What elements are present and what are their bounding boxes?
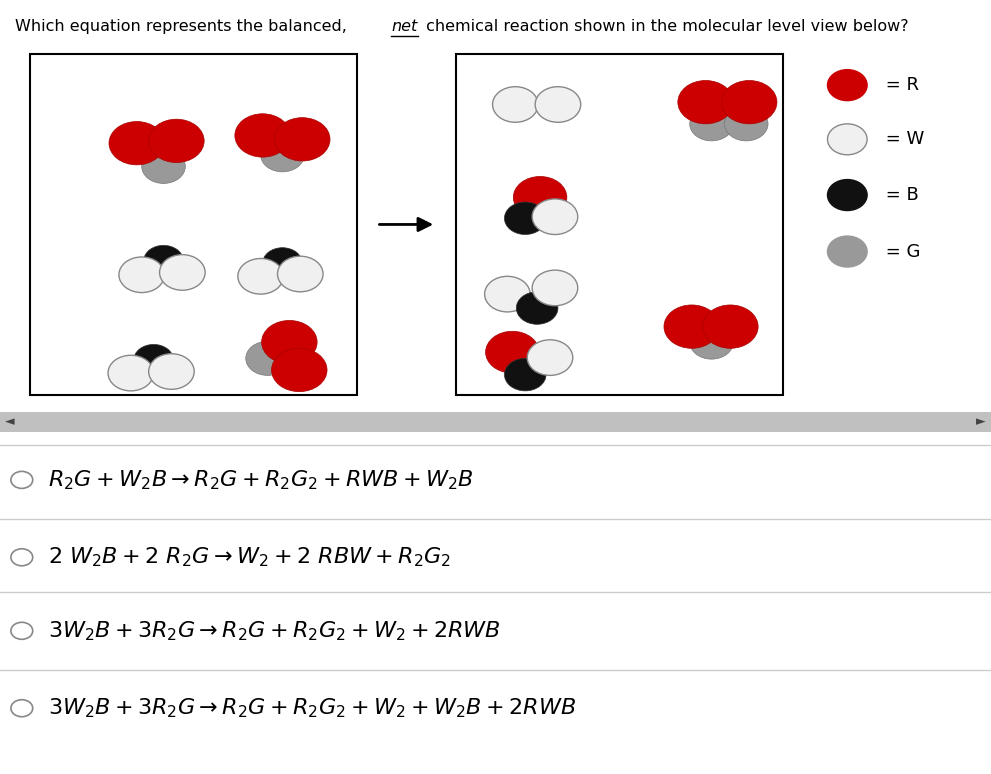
Bar [456, 54, 783, 395]
Circle shape [690, 325, 733, 359]
Circle shape [11, 471, 33, 488]
Circle shape [160, 255, 205, 290]
Circle shape [532, 270, 578, 306]
Bar [0, 412, 991, 432]
Circle shape [486, 331, 539, 373]
Text: = W: = W [880, 130, 925, 149]
Circle shape [11, 622, 33, 639]
Text: = B: = B [880, 186, 919, 204]
Text: = G: = G [880, 242, 921, 261]
Circle shape [262, 320, 317, 364]
Bar [30, 54, 357, 395]
Circle shape [703, 305, 758, 348]
Circle shape [11, 549, 33, 566]
Text: ◄: ◄ [5, 416, 15, 428]
Circle shape [246, 341, 289, 375]
Circle shape [535, 87, 581, 122]
Circle shape [261, 138, 304, 172]
Circle shape [11, 700, 33, 717]
Circle shape [516, 292, 558, 324]
Text: $3W_2B + 3R_2G \rightarrow R_2G + R_2G_2 + W_2 + W_2B + 2RWB$: $3W_2B + 3R_2G \rightarrow R_2G + R_2G_2… [48, 697, 576, 720]
Circle shape [263, 248, 302, 279]
Text: $R_2G + W_2B \rightarrow R_2G + R_2G_2 + RWB + W_2B$: $R_2G + W_2B \rightarrow R_2G + R_2G_2 +… [48, 468, 473, 491]
Circle shape [144, 245, 183, 276]
Circle shape [504, 358, 546, 391]
Circle shape [134, 344, 173, 375]
Circle shape [664, 305, 719, 348]
Circle shape [724, 107, 768, 141]
Circle shape [690, 107, 733, 141]
Circle shape [721, 80, 777, 124]
Circle shape [109, 122, 165, 165]
Circle shape [119, 257, 165, 293]
Circle shape [827, 70, 867, 101]
Text: = R: = R [880, 76, 919, 94]
Circle shape [527, 340, 573, 375]
Circle shape [277, 256, 323, 292]
Circle shape [485, 276, 530, 312]
Text: Which equation represents the balanced,: Which equation represents the balanced, [15, 19, 352, 34]
Text: net: net [391, 19, 417, 34]
Circle shape [827, 180, 867, 211]
Circle shape [235, 114, 290, 157]
Circle shape [827, 236, 867, 267]
Circle shape [275, 118, 330, 161]
Circle shape [142, 149, 185, 183]
Text: ►: ► [976, 416, 986, 428]
Circle shape [149, 354, 194, 389]
Circle shape [678, 80, 733, 124]
Circle shape [504, 202, 546, 235]
Text: $2\ W_2B + 2\ R_2G \rightarrow W_2 + 2\ RBW + R_2G_2$: $2\ W_2B + 2\ R_2G \rightarrow W_2 + 2\ … [48, 546, 451, 569]
Circle shape [272, 348, 327, 392]
Circle shape [238, 259, 283, 294]
Circle shape [108, 355, 154, 391]
Circle shape [149, 119, 204, 163]
Circle shape [493, 87, 538, 122]
Circle shape [827, 124, 867, 155]
Text: chemical reaction shown in the molecular level view below?: chemical reaction shown in the molecular… [421, 19, 909, 34]
Circle shape [532, 199, 578, 235]
Text: $3W_2B + 3R_2G \rightarrow R_2G + R_2G_2 + W_2 + 2RWB$: $3W_2B + 3R_2G \rightarrow R_2G + R_2G_2… [48, 619, 500, 642]
Circle shape [513, 176, 567, 218]
